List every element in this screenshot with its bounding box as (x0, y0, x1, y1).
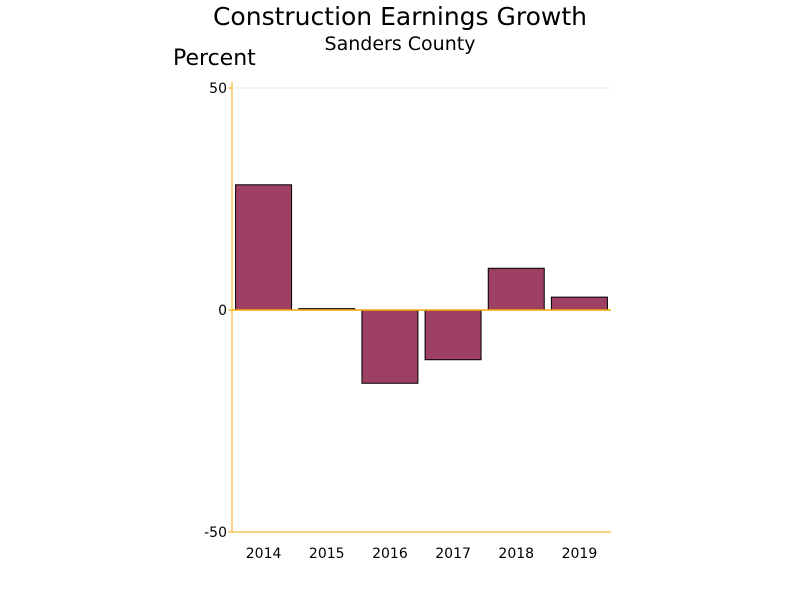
bar-2019 (550, 296, 608, 311)
y-tick-label-0: 0 (218, 303, 227, 319)
y-axis-label: Percent (173, 46, 256, 71)
bar-2014 (235, 184, 293, 311)
axis-layer (228, 82, 611, 533)
y-tick-label-50: 50 (209, 81, 227, 97)
x-tick-label-2017: 2017 (435, 546, 471, 562)
x-tick-label-2014: 2014 (246, 546, 282, 562)
bar-layer (235, 184, 608, 384)
label-layer: 50 0 -50 2014 2015 2016 2017 2018 2019 (204, 81, 597, 562)
chart-subtitle: Sanders County (324, 33, 476, 55)
x-tick-label-2018: 2018 (498, 546, 534, 562)
bar-2016 (361, 309, 419, 384)
x-tick-label-2016: 2016 (372, 546, 408, 562)
bar-2017 (424, 309, 482, 361)
y-tick-label--50: -50 (204, 525, 227, 541)
chart-title: Construction Earnings Growth (212, 2, 588, 31)
x-tick-label-2019: 2019 (562, 546, 598, 562)
bar-2018 (487, 267, 545, 311)
x-tick-label-2015: 2015 (309, 546, 345, 562)
